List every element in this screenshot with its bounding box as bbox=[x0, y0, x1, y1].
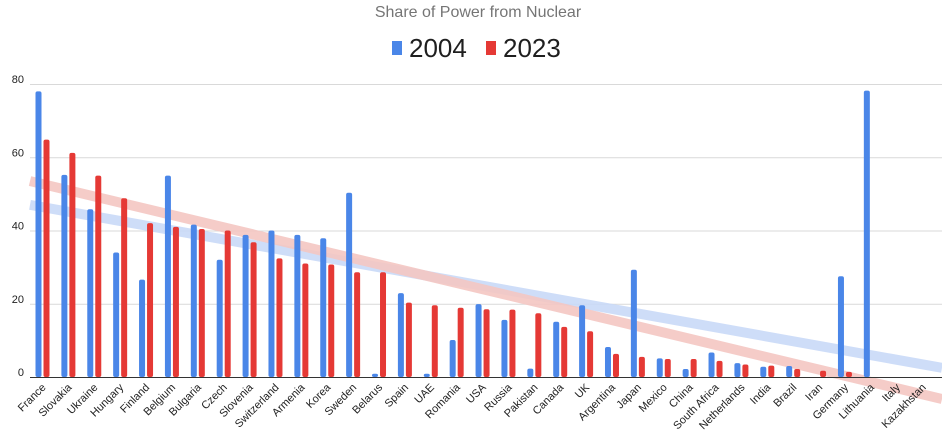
bar-2004-japan bbox=[630, 269, 637, 377]
bar-2023-mexico bbox=[664, 359, 671, 377]
bar-2004-uae bbox=[423, 373, 430, 377]
legend: 2004 2023 bbox=[392, 33, 561, 63]
x-tick-label: Brazil bbox=[771, 382, 799, 410]
y-tick-label: 0 bbox=[18, 367, 24, 379]
bar-2023-brazil bbox=[794, 368, 801, 377]
legend-swatch-2023 bbox=[486, 41, 496, 55]
bar-2004-romania bbox=[449, 340, 456, 377]
bar-2004-finland bbox=[139, 279, 146, 377]
bar-2023-usa bbox=[483, 309, 490, 377]
bar-2004-switzerland bbox=[268, 230, 275, 377]
bar-2004-brazil bbox=[786, 366, 793, 377]
y-axis-ticks: 0 20 40 60 80 bbox=[12, 74, 24, 379]
legend-swatch-2004 bbox=[392, 41, 402, 55]
bar-2023-switzerland bbox=[276, 258, 283, 377]
bar-2023-canada bbox=[561, 326, 568, 377]
bar-2004-spain bbox=[397, 293, 404, 377]
bar-2004-uk bbox=[579, 305, 586, 377]
bar-2023-belarus bbox=[380, 272, 387, 377]
x-tick-label: India bbox=[748, 381, 774, 407]
bar-2004-czech bbox=[216, 259, 223, 377]
bar-2004-canada bbox=[553, 321, 560, 377]
bar-2004-argentina bbox=[604, 346, 611, 377]
bar-2023-germany bbox=[845, 371, 852, 377]
y-tick-label: 20 bbox=[12, 294, 24, 306]
bar-2023-russia bbox=[509, 309, 516, 377]
x-tick-label: Mexico bbox=[637, 382, 670, 415]
bar-2023-belgium bbox=[172, 226, 179, 377]
bar-2023-ukraine bbox=[95, 175, 102, 377]
bar-2023-bulgaria bbox=[198, 229, 205, 377]
bar-2023-netherlands bbox=[742, 364, 749, 377]
bar-2004-armenia bbox=[294, 234, 301, 377]
bar-2004-slovenia bbox=[242, 234, 249, 377]
bar-2023-sweden bbox=[354, 272, 361, 377]
bar-2023-finland bbox=[147, 223, 154, 377]
bar-2023-india bbox=[768, 365, 775, 377]
bar-2023-uae bbox=[431, 305, 438, 377]
bar-2023-spain bbox=[405, 302, 412, 377]
legend-label-2023: 2023 bbox=[503, 33, 561, 63]
bar-2023-slovakia bbox=[69, 152, 76, 377]
bar-2023-korea bbox=[328, 264, 335, 377]
bar-2004-south-africa bbox=[708, 352, 715, 377]
bar-2004-usa bbox=[475, 304, 482, 377]
bar-2004-mexico bbox=[656, 358, 663, 377]
bar-2023-hungary bbox=[121, 198, 128, 377]
bar-2004-ukraine bbox=[87, 209, 94, 377]
x-tick-label: Spain bbox=[383, 382, 411, 410]
bar-2004-sweden bbox=[346, 192, 353, 377]
bar-2023-argentina bbox=[612, 353, 619, 377]
bar-2004-india bbox=[760, 366, 767, 377]
bar-2023-uk bbox=[587, 331, 594, 377]
bar-2023-iran bbox=[820, 370, 827, 377]
bar-2004-lithuania bbox=[863, 90, 870, 377]
bar-2023-romania bbox=[457, 307, 464, 377]
y-tick-label: 80 bbox=[12, 74, 24, 86]
bar-2004-slovakia bbox=[61, 174, 68, 377]
x-axis-ticks: FranceSlovakiaUkraineHungaryFinlandBelgi… bbox=[16, 381, 929, 432]
y-tick-label: 40 bbox=[12, 221, 24, 233]
bar-2004-germany bbox=[837, 276, 844, 377]
bar-2023-pakistan bbox=[535, 313, 542, 377]
bar-2023-south-africa bbox=[716, 360, 723, 377]
y-tick-label: 60 bbox=[12, 147, 24, 159]
bar-2004-bulgaria bbox=[190, 224, 197, 377]
bar-2004-belgium bbox=[164, 175, 171, 377]
bars bbox=[35, 90, 870, 377]
chart-title: Share of Power from Nuclear bbox=[375, 4, 582, 21]
bar-2023-china bbox=[690, 359, 697, 377]
legend-label-2004: 2004 bbox=[409, 33, 467, 63]
trendlines bbox=[28, 176, 942, 404]
bar-2004-russia bbox=[501, 319, 508, 377]
bar-2004-china bbox=[682, 368, 689, 377]
trendline-2023 bbox=[28, 176, 942, 404]
bar-2004-hungary bbox=[113, 252, 120, 377]
bar-2023-armenia bbox=[302, 263, 309, 377]
bar-2023-japan bbox=[638, 356, 645, 377]
bar-2023-czech bbox=[224, 230, 231, 377]
x-tick-label: Iran bbox=[803, 382, 825, 404]
bar-2004-pakistan bbox=[527, 368, 534, 377]
bar-2004-korea bbox=[320, 238, 327, 377]
bar-2023-slovenia bbox=[250, 242, 257, 377]
bar-2004-netherlands bbox=[734, 363, 741, 377]
x-tick-label: UK bbox=[573, 381, 593, 401]
bar-2023-france bbox=[43, 139, 50, 377]
bar-2004-france bbox=[35, 91, 42, 377]
bar-2004-belarus bbox=[372, 373, 379, 377]
